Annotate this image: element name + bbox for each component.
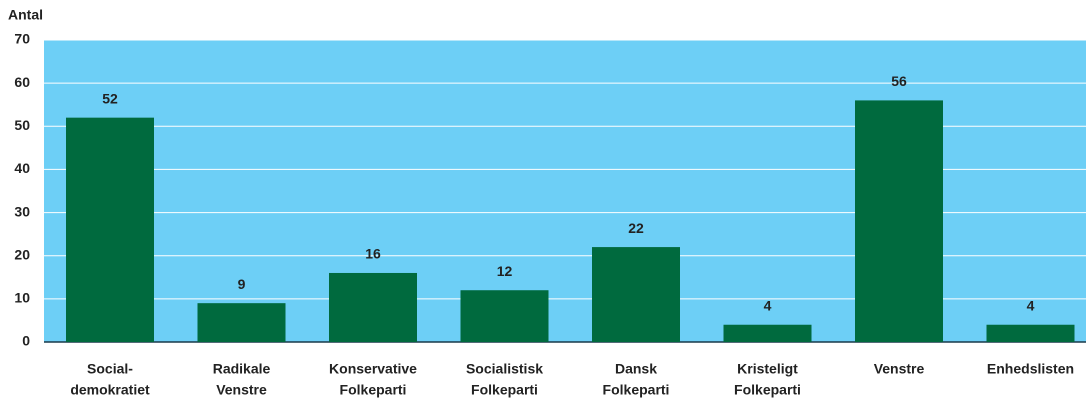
y-tick-label: 40 — [14, 160, 30, 176]
bar — [855, 100, 943, 343]
x-tick-label: Folkeparti — [603, 382, 670, 398]
x-tick-label: Social- — [87, 361, 133, 377]
value-label: 4 — [764, 297, 772, 313]
bar — [197, 303, 286, 342]
bar — [329, 272, 417, 342]
x-tick-label: Venstre — [216, 382, 267, 398]
x-tick-label: Enhedslisten — [987, 361, 1074, 377]
value-label: 52 — [102, 90, 118, 106]
value-label: 9 — [238, 276, 246, 292]
y-axis-label: Antal — [8, 7, 43, 23]
bar — [460, 290, 549, 342]
value-label: 4 — [1027, 297, 1035, 313]
value-label: 16 — [365, 246, 381, 262]
y-tick-label: 60 — [14, 74, 30, 90]
value-label: 56 — [891, 73, 907, 89]
y-tick-label: 10 — [14, 290, 30, 306]
y-tick-label: 70 — [14, 31, 30, 47]
y-tick-label: 0 — [22, 333, 30, 349]
bar — [66, 117, 154, 343]
y-tick-label: 20 — [14, 246, 30, 262]
x-tick-label: Dansk — [615, 361, 657, 377]
bar — [986, 324, 1075, 342]
x-tick-label: Socialistisk — [466, 361, 543, 377]
x-tick-label: Folkeparti — [340, 382, 407, 398]
x-tick-label: demokratiet — [70, 382, 150, 398]
x-tick-label: Folkeparti — [471, 382, 538, 398]
x-tick-label: Konservative — [329, 361, 417, 377]
value-label: 12 — [497, 263, 513, 279]
x-tick-label: Venstre — [874, 361, 925, 377]
value-label: 22 — [628, 220, 644, 236]
y-tick-label: 30 — [14, 203, 30, 219]
bar — [723, 324, 812, 342]
y-tick-label: 50 — [14, 117, 30, 133]
bar — [592, 247, 680, 342]
x-tick-label: Radikale — [213, 361, 271, 377]
x-tick-label: Kristeligt — [737, 361, 798, 377]
x-tick-label: Folkeparti — [734, 382, 801, 398]
